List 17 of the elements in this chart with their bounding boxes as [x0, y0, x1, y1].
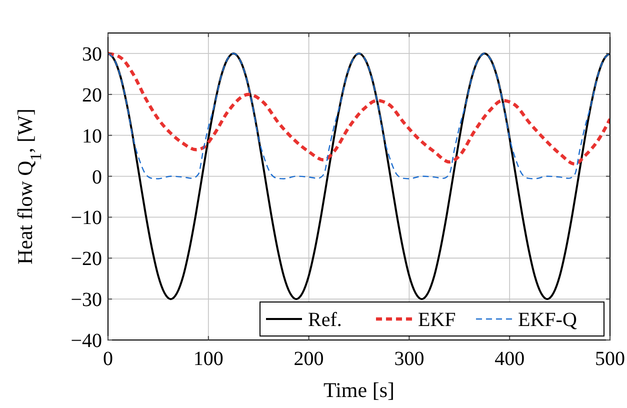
y-tick-label: 20 — [82, 84, 102, 106]
y-tick-label: 0 — [92, 166, 102, 188]
legend-label: EKF — [418, 309, 456, 331]
x-tick-label: 100 — [193, 348, 224, 370]
x-tick-label: 400 — [494, 348, 525, 370]
legend-label: EKF-Q — [518, 309, 578, 331]
y-tick-label: −20 — [70, 248, 102, 270]
y-tick-label: −40 — [70, 330, 102, 352]
x-tick-label: 500 — [595, 348, 625, 370]
y-tick-label: 10 — [82, 125, 102, 148]
x-tick-label: 300 — [394, 348, 424, 370]
y-tick-label: −30 — [70, 289, 102, 312]
y-tick-label: 30 — [82, 43, 102, 66]
x-axis-title: Time [s] — [324, 378, 394, 402]
y-tick-label: −10 — [70, 207, 102, 230]
x-tick-label: 200 — [294, 348, 324, 370]
legend-label: Ref. — [308, 309, 342, 331]
